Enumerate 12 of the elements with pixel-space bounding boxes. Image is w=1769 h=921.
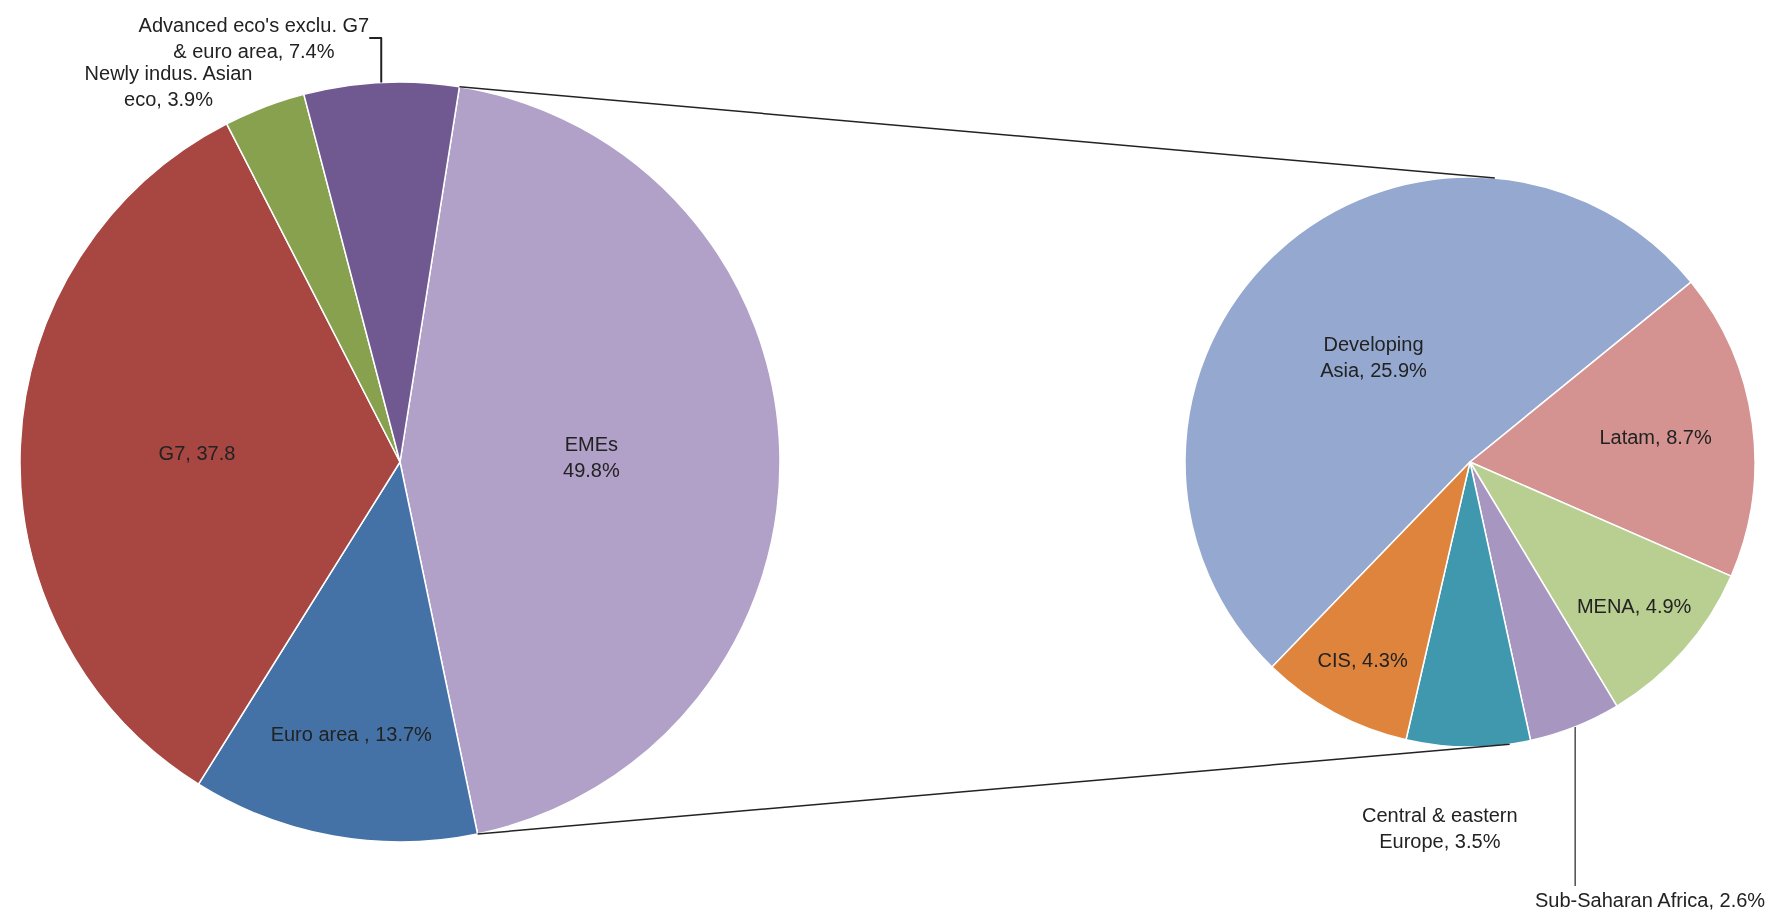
- slice-label: Central & eastern Europe, 3.5%: [1362, 804, 1518, 852]
- slice-label: Advanced eco's exclu. G7 & euro area, 7.4%: [138, 14, 370, 63]
- slice-label: G7, 37.8: [158, 442, 236, 465]
- slice-label: Sub-Saharan Africa, 2.6%: [1535, 889, 1766, 911]
- data-label: 49.8%: [563, 459, 620, 482]
- slice-label: CIS, 4.3%: [1317, 648, 1408, 671]
- slice-label: MENA, 4.9%: [1576, 595, 1692, 618]
- slice-label: Newly indus. Asian eco, 3.9%: [84, 62, 253, 111]
- slice-label: Euro area , 13.7%: [270, 723, 433, 746]
- slice-label: Latam, 8.7%: [1599, 425, 1712, 448]
- slice-label: Developing Asia, 25.9%: [1320, 333, 1428, 382]
- slice-label: EMEs: [564, 433, 619, 456]
